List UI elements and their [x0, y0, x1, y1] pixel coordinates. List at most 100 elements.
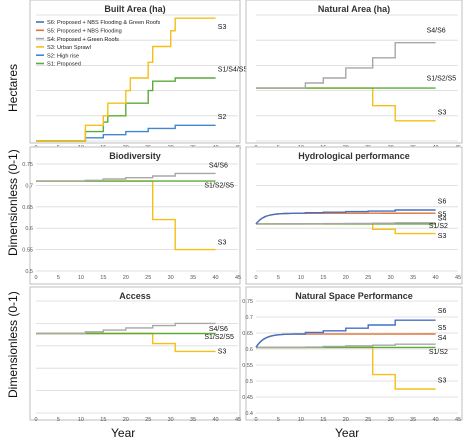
panel-title: Biodiversity [109, 151, 161, 161]
legend-label-s2: S2: High rise [47, 53, 79, 59]
x-axis-label-col2: Year [335, 426, 360, 440]
x-axis-label-col1: Year [111, 426, 136, 440]
x-tick-label: 30 [388, 275, 394, 281]
x-tick-label: 5 [57, 275, 60, 281]
legend-label-s3: S3: Urban Sprawl [47, 45, 91, 51]
series-label: S1/S2 [429, 349, 448, 356]
x-tick-label: 20 [123, 275, 129, 281]
x-tick-label: 10 [298, 275, 304, 281]
x-tick-label: 0 [34, 417, 37, 423]
series-line-s4-s6 [36, 322, 216, 335]
x-tick-label: 15 [320, 417, 326, 423]
series-label: S6 [438, 308, 447, 315]
y-tick-label: 0.6 [25, 226, 33, 232]
y-tick-label: 0.75 [242, 299, 253, 305]
x-tick-label: 20 [343, 417, 349, 423]
series-line-s3 [36, 17, 216, 142]
legend: S6: Proposed + NBS Flooding & Green Roof… [36, 20, 161, 68]
x-tick-label: 45 [235, 417, 241, 423]
panel-title: Hydrological performance [298, 151, 410, 161]
series-label: S1/S4/S5/S6 [218, 67, 258, 74]
x-tick-label: 30 [388, 417, 394, 423]
y-tick-label: 0.4 [245, 411, 253, 417]
y-tick-label: 0.7 [25, 183, 33, 189]
y-tick-label: 0.6 [245, 347, 253, 353]
series-label: S4 [438, 335, 447, 342]
panel-title: Access [119, 291, 151, 301]
x-tick-label: 45 [455, 417, 461, 423]
series-label: S4/S6 [209, 326, 228, 333]
legend-label-s1: S1: Proposed [47, 62, 81, 68]
legend-label-s5: S5: Proposed + NBS Flooding [47, 29, 122, 35]
series-label: S1/S2/S5 [427, 76, 457, 83]
panel-frame [29, 146, 241, 285]
x-tick-label: 45 [455, 275, 461, 281]
x-tick-label: 45 [235, 275, 241, 281]
panel-frame [245, 146, 463, 285]
series-label: S3 [438, 110, 447, 117]
y-axis-label-row3: Dimensionless (0-1) [6, 291, 20, 398]
x-tick-label: 0 [254, 417, 257, 423]
x-tick-label: 0 [34, 275, 37, 281]
x-tick-label: 25 [365, 275, 371, 281]
series-label: S3 [218, 349, 227, 356]
series-label: S3 [438, 378, 447, 385]
panel-title: Built Area (ha) [104, 4, 165, 14]
series-label: S4 [438, 216, 447, 223]
y-tick-label: 0.65 [22, 205, 33, 211]
y-axis-label-row2: Dimensionless (0-1) [6, 149, 20, 256]
y-tick-label: 0.7 [245, 315, 253, 321]
series-label: S4/S6 [209, 162, 228, 169]
y-tick-label: 0.55 [22, 248, 33, 254]
x-tick-label: 15 [100, 275, 106, 281]
x-tick-label: 5 [277, 275, 280, 281]
y-tick-label: 0.75 [22, 162, 33, 168]
series-line-s4 [256, 222, 436, 225]
x-tick-label: 25 [145, 417, 151, 423]
series-label: S3 [218, 239, 227, 246]
x-tick-label: 20 [343, 275, 349, 281]
series-line-s6 [255, 209, 436, 225]
series-label: S5 [438, 325, 447, 332]
panel-title: Natural Area (ha) [318, 4, 390, 14]
series-label: S1/S2/S5 [204, 183, 234, 190]
panel-4: Hydrological performance 0 5 10 15 20 25 30 35 40… [245, 146, 463, 285]
series-label: S1/S2 [429, 223, 448, 230]
x-tick-label: 10 [78, 275, 84, 281]
y-tick-label: 0.45 [242, 395, 253, 401]
panel-2: Natural Area (ha)051015202530354045S4/S6… [245, 0, 463, 151]
x-tick-label: 40 [212, 275, 218, 281]
y-tick-label: 0.65 [242, 331, 253, 337]
series-line-s4-s6 [36, 172, 216, 182]
y-tick-label: 0.55 [242, 363, 253, 369]
panel-frame [29, 286, 241, 421]
y-tick-label: 0.5 [245, 379, 253, 385]
x-tick-label: 40 [212, 417, 218, 423]
series-line-s6 [255, 319, 436, 348]
legend-label-s4: S4: Proposed + Green Roofs [47, 37, 119, 43]
x-tick-label: 40 [432, 417, 438, 423]
panel-title: Natural Space Performance [295, 291, 413, 301]
x-tick-label: 15 [320, 275, 326, 281]
x-tick-label: 10 [298, 417, 304, 423]
series-label: S5 [438, 211, 447, 218]
panel-frame [245, 286, 463, 421]
panel-frame [29, 0, 241, 144]
series-label: S2 [218, 114, 227, 121]
series-label: S1/S2/S5 [204, 334, 234, 341]
series-line-s4 [256, 343, 436, 349]
x-tick-label: 20 [123, 417, 129, 423]
y-tick-label: 0.5 [25, 269, 33, 275]
series-line-s4-s6 [256, 42, 436, 89]
x-tick-label: 30 [168, 275, 174, 281]
x-tick-label: 0 [254, 275, 257, 281]
x-tick-label: 30 [168, 417, 174, 423]
series-label: S4/S6 [427, 28, 446, 35]
series-label: S3 [218, 24, 227, 31]
panel-frame [245, 0, 463, 144]
series-label: S6 [438, 199, 447, 206]
x-tick-label: 35 [410, 417, 416, 423]
x-tick-label: 35 [190, 275, 196, 281]
x-tick-label: 35 [410, 275, 416, 281]
